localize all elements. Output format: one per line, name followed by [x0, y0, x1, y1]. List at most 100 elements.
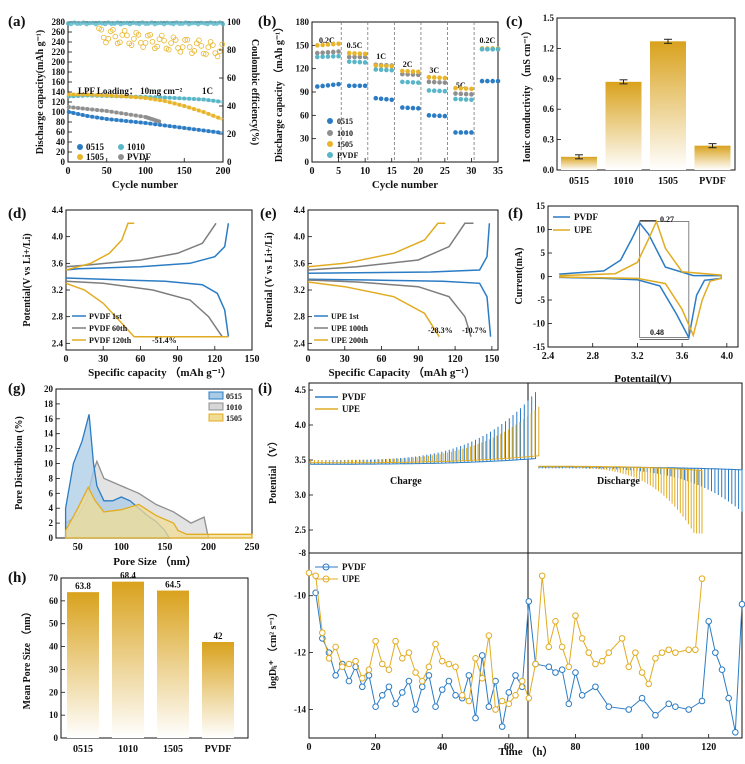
a-y-ticklabel: 0 — [61, 157, 66, 167]
f-x-ticklabel: 4.0 — [721, 351, 734, 362]
b-point-1505 — [458, 86, 464, 91]
panel-e-xlabel: Specific Capacity （mAh g⁻¹） — [329, 366, 476, 379]
a-x-ticklabel: 0 — [66, 166, 71, 177]
b-point-1010 — [458, 91, 464, 97]
b-point-PVDF — [373, 67, 379, 72]
e-x-ticklabel: 150 — [484, 354, 499, 365]
b-point-PVDF — [453, 96, 458, 102]
b-point-1505 — [442, 75, 448, 81]
b-point-PVDF — [336, 53, 341, 59]
panel-d: (d) 0 30 60 90 120 150 2.4 2.8 3.2 3.6 4.0 4.4 Spec… — [8, 205, 260, 379]
h-category-label: 1010 — [118, 744, 138, 755]
h-value-label: 68.4 — [120, 571, 136, 581]
b-point-0515 — [384, 96, 389, 102]
b-point-0515 — [336, 81, 341, 87]
panel-f-xlabel: Potentail(V) — [614, 373, 672, 385]
a-point-1010 — [196, 97, 201, 102]
a-point-1505 — [162, 99, 167, 103]
d-x-ticklabel: 0 — [64, 354, 69, 365]
i-pvdf-discharge — [538, 466, 743, 512]
b-point-0515 — [330, 82, 336, 88]
b-point-0515 — [389, 97, 395, 103]
panel-i-ylabel-bottom: logDₗᵢ⁺ （cm² s⁻¹） — [266, 607, 279, 689]
e-y-ticklabel: 4.4 — [294, 205, 306, 215]
b-point-1505 — [352, 51, 357, 56]
d-x-ticklabel: 60 — [135, 354, 145, 365]
i-D-point-PVDF — [685, 706, 693, 713]
f-x-ticklabel: 2.8 — [586, 351, 599, 362]
a-point-1505 — [153, 97, 158, 102]
b-point-1505 — [357, 51, 363, 56]
i-D-point-UPE — [478, 674, 486, 682]
b-point-1010 — [357, 54, 363, 60]
panel-a-ylabel: Discharge capacity(mAh g⁻¹) — [35, 30, 46, 154]
a-point-0515 — [90, 114, 95, 119]
panel-d-label: (d) — [8, 206, 26, 222]
i-D-point-PVDF — [365, 672, 373, 679]
b-point-0515 — [405, 105, 410, 111]
b-point-1010 — [352, 54, 357, 60]
c-bar-PVDF — [694, 145, 731, 170]
panel-c-axes — [556, 17, 736, 171]
a-efficiency-1505-point — [158, 32, 165, 39]
b-point-0515 — [490, 78, 495, 84]
c-bar-1010 — [605, 81, 642, 170]
i-D-point-UPE — [545, 643, 553, 651]
a-point-1010 — [201, 97, 206, 102]
b-point-PVDF — [463, 97, 469, 102]
i-D-point-UPE — [372, 637, 379, 645]
i-x-ticklabel: 100 — [635, 742, 650, 753]
g-y-ticklabel: 8 — [49, 473, 54, 483]
g-y-ticklabel: 0 — [49, 533, 54, 543]
c-category-label: 1010 — [614, 176, 634, 187]
a-efficiency-1505-point — [161, 37, 167, 44]
b-point-1505 — [431, 75, 437, 80]
a-point-0515 — [201, 128, 206, 133]
i-D-point-UPE — [492, 706, 499, 713]
g-y-ticklabel: 18 — [44, 399, 54, 409]
a-y2-ticklabel: 0 — [227, 157, 232, 167]
panel-g-label: (g) — [8, 381, 26, 397]
b-rate-label: 0.2C — [319, 36, 335, 45]
i-D-point-PVDF — [545, 663, 553, 671]
g-x-ticklabel: 250 — [245, 542, 260, 553]
panel-d-xlabel: Specific capacity （mAh g⁻¹） — [88, 366, 232, 379]
a-point-1010 — [177, 96, 182, 101]
panel-g-legend-1505: 1505 — [226, 414, 242, 423]
b-point-1505 — [336, 41, 341, 47]
e-x-ticklabel: 30 — [340, 354, 350, 365]
a-efficiency-1505-point — [196, 37, 202, 44]
d-charge-1 — [65, 222, 217, 268]
i-D-point-PVDF — [712, 649, 719, 656]
b-point-1505 — [426, 74, 432, 80]
panel-i-ylabel-top: Potential （V） — [266, 436, 279, 504]
a-efficiency-1505-point — [135, 31, 142, 38]
b-point-PVDF — [490, 46, 495, 52]
c-category-label: 0515 — [569, 176, 589, 187]
g-y-ticklabel: 20 — [44, 384, 54, 394]
a-y-ticklabel: 180 — [52, 67, 66, 77]
a-efficiency-1505-point — [186, 44, 193, 50]
i-D-point-PVDF — [478, 652, 486, 659]
panel-b-legend-1010: 1010 — [337, 129, 353, 138]
i-bottom-ticklabel: -12 — [294, 648, 306, 658]
i-D-point-UPE — [465, 697, 473, 705]
a-point-1010 — [167, 95, 172, 100]
b-x-ticklabel: 5 — [336, 166, 341, 177]
i-bottom-ticklabel: -10 — [294, 591, 306, 601]
a-point-0515 — [138, 120, 143, 125]
b-point-0515 — [325, 83, 331, 88]
panel-f-annotation-2: 0.48 — [650, 328, 664, 337]
i-D-point-UPE — [532, 660, 539, 668]
g-x-ticklabel: 200 — [201, 542, 216, 553]
a-efficiency-point — [220, 21, 226, 27]
i-D-point-PVDF — [525, 598, 533, 605]
b-point-0515 — [426, 113, 432, 118]
f-y-ticklabel: -15 — [533, 342, 545, 352]
b-point-1505 — [405, 68, 410, 74]
i-D-point-UPE — [498, 697, 506, 705]
b-point-PVDF — [405, 79, 410, 85]
panel-g: (g) 50 100 150 200 250 0 2 4 6 8 10 12 14 16 18 20 Pore… — [8, 381, 260, 568]
i-D-point-UPE — [665, 646, 673, 654]
